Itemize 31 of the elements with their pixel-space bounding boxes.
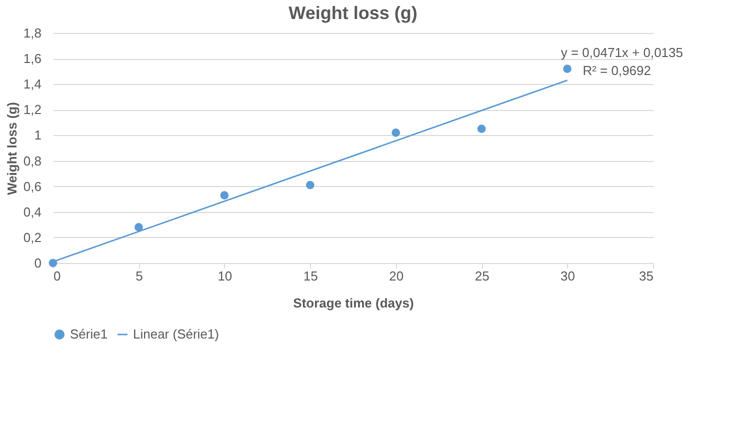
point bbox=[220, 191, 229, 200]
x-axis-title: Storage time (days) bbox=[293, 296, 414, 310]
legend-label: Linear (Série1) bbox=[133, 326, 219, 342]
point bbox=[134, 223, 143, 232]
x-tick-label: 25 bbox=[474, 268, 490, 284]
y-tick-label: 1,4 bbox=[23, 76, 42, 92]
point bbox=[306, 180, 314, 190]
annotation: y = 0,0471x + 0,0135 bbox=[560, 45, 683, 60]
y-tick-label: 0,2 bbox=[23, 230, 42, 245]
chart-title: Weight loss (g) bbox=[288, 3, 418, 23]
y-tick-label: 1,2 bbox=[23, 102, 42, 118]
y-tick-label: 1,6 bbox=[23, 51, 42, 66]
x-tick-label: 0 bbox=[54, 268, 61, 284]
point bbox=[563, 64, 572, 73]
y-tick-label: 0,8 bbox=[23, 153, 42, 168]
x-tick-label: 30 bbox=[560, 268, 576, 284]
y-tick-label: 1,8 bbox=[23, 26, 42, 40]
y-tick-label: 0 bbox=[34, 256, 42, 270]
x-tick-label: 10 bbox=[218, 268, 232, 284]
x-tick-label: 20 bbox=[389, 268, 404, 284]
point bbox=[392, 128, 400, 137]
x-tick-label: 5 bbox=[136, 268, 143, 284]
legend-label: Série1 bbox=[70, 326, 108, 342]
x-tick-label: 15 bbox=[303, 268, 318, 284]
y-tick-label: 1 bbox=[34, 128, 42, 143]
y-axis-title: Weight loss (g) bbox=[4, 102, 20, 195]
y-tick-label: 0,6 bbox=[23, 178, 42, 194]
x-tick-label: 35 bbox=[639, 268, 654, 284]
y-tick-label: 0,4 bbox=[23, 204, 42, 220]
annotation: R² = 0,9692 bbox=[582, 63, 651, 78]
point bbox=[477, 124, 486, 134]
